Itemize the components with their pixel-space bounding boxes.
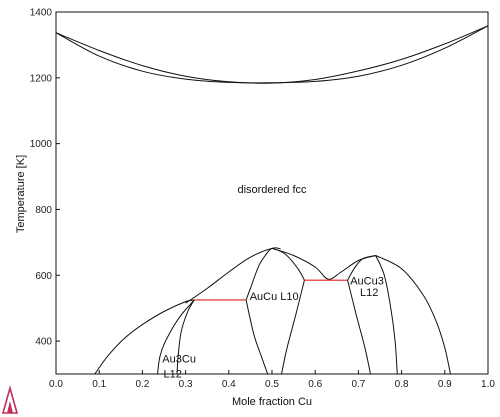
y-axis-label: Temperature [K] xyxy=(15,155,27,233)
x-tick-label: 0.1 xyxy=(92,379,106,390)
region-label: AuCu L10 xyxy=(250,291,299,303)
x-tick-label: 0.3 xyxy=(179,379,193,390)
x-tick-label: 0.7 xyxy=(351,379,365,390)
x-tick-label: 0.8 xyxy=(395,379,409,390)
phase-boundary-aucu3-inner-left xyxy=(347,255,376,281)
x-tick-label: 0.2 xyxy=(135,379,149,390)
phase-boundary-aucu3-right-outer xyxy=(375,255,451,374)
x-tick-label: 1.0 xyxy=(481,379,495,390)
region-label: AuCu3 xyxy=(350,275,384,287)
x-axis-label: Mole fraction Cu xyxy=(232,396,312,408)
phase-boundary-aucu3-left-low xyxy=(347,280,371,374)
x-tick-label: 0.9 xyxy=(438,379,452,390)
phase-boundary-au3cu-inner xyxy=(157,299,195,374)
region-label: disordered fcc xyxy=(237,184,307,196)
phase-boundary-au3cu-outer xyxy=(94,299,195,374)
phase-boundary-aucu-left xyxy=(185,247,281,304)
plot-area: 0.0 0.1 0.2 0.3 0.4 0.5 0.6 0.7 0.8 0.9 1.0 400 600 8… xyxy=(30,8,496,391)
y-tick-label: 400 xyxy=(35,337,52,348)
app-logo xyxy=(1,385,19,414)
phase-boundary-au3cu-right xyxy=(176,299,195,374)
x-tick-label: 0.4 xyxy=(222,379,236,390)
phase-boundary-aucu-low-right xyxy=(281,280,305,374)
phase-boundary-aucu3-right-inner xyxy=(375,255,398,374)
y-tick-label: 800 xyxy=(35,205,52,216)
y-tick-label: 1200 xyxy=(30,73,53,84)
phase-boundary-solidus xyxy=(56,25,488,84)
y-tick-label: 1400 xyxy=(30,8,53,19)
y-tick-label: 600 xyxy=(35,271,52,282)
region-label: L12 xyxy=(163,368,181,380)
x-tick-label: 0.5 xyxy=(265,379,279,390)
x-tick-label: 0.6 xyxy=(308,379,322,390)
region-label: Au3Cu xyxy=(162,353,196,365)
phase-boundary-aucu-inner-left xyxy=(245,247,273,301)
y-tick-label: 1000 xyxy=(30,139,53,150)
phase-boundary-aucu-outer-right xyxy=(271,247,376,280)
region-label: L12 xyxy=(360,287,378,299)
phase-boundary-liquidus xyxy=(56,25,488,84)
x-tick-label: 0.0 xyxy=(49,379,63,390)
phase-boundary-aucu-low-left xyxy=(245,299,269,374)
